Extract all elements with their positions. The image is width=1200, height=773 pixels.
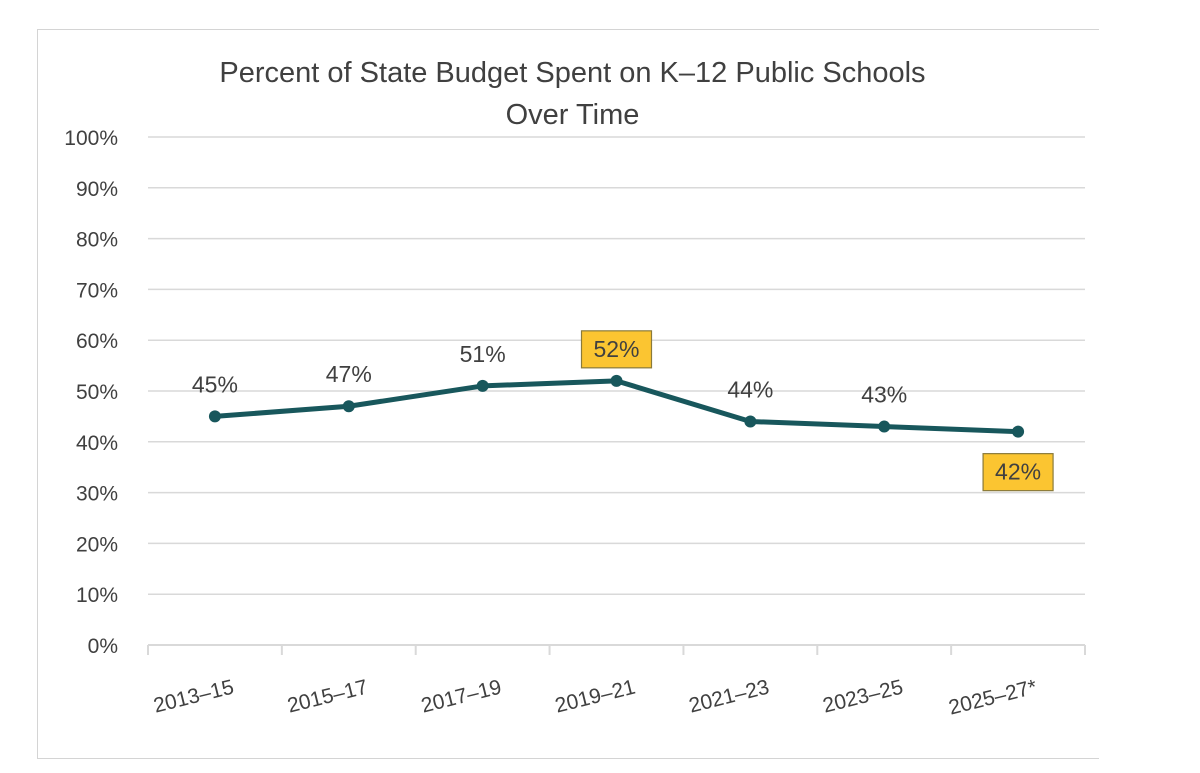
gridlines (148, 136, 1085, 595)
y-tick-label: 40% (76, 432, 118, 455)
data-points (208, 374, 1025, 438)
x-tick-label: 2023–25 (821, 676, 906, 718)
x-tick-label: 2025–27* (946, 676, 1039, 720)
highlight-box (982, 453, 1054, 492)
y-tick-label: 30% (76, 483, 118, 506)
y-tick-label: 100% (64, 127, 118, 150)
data-label: 43% (861, 382, 907, 408)
data-label: 44% (727, 376, 773, 402)
x-tick-label: 2015–17 (285, 676, 370, 718)
x-tick-label: 2019–21 (553, 676, 638, 718)
data-point (476, 379, 489, 392)
x-axis-tick-labels: 2013–15 2015–17 2017–19 2019–21 2021–23 2023–… (151, 676, 1039, 720)
y-tick-label: 50% (76, 381, 118, 404)
data-label: 42% (995, 459, 1041, 485)
y-tick-label: 10% (76, 584, 118, 607)
data-point (208, 410, 221, 423)
data-point (1012, 425, 1025, 438)
data-label: 45% (192, 371, 238, 397)
data-labels: 45% 47% 51% 52% 44% 43% 42% (192, 330, 1054, 492)
y-tick-label: 20% (76, 533, 118, 556)
chart-title: Percent of State Budget Spent on K–12 Pu… (219, 57, 926, 131)
highlight-box (580, 330, 653, 369)
data-point (744, 415, 757, 428)
y-tick-label: 70% (76, 279, 118, 302)
y-tick-label: 80% (76, 229, 118, 252)
x-axis (147, 644, 1086, 655)
data-point (342, 400, 355, 413)
x-tick-label: 2013–15 (151, 676, 236, 718)
chart-frame (37, 29, 1099, 759)
y-axis-tick-labels: 0% 10% 20% 30% 40% 50% 60% 70% 80% 90% 100% (64, 127, 118, 658)
x-tick-label: 2021–23 (687, 676, 772, 718)
data-label: 47% (326, 361, 372, 387)
x-tick-label: 2017–19 (419, 676, 504, 718)
data-label: 51% (460, 341, 506, 367)
data-point (878, 420, 891, 433)
y-tick-label: 0% (88, 635, 118, 658)
data-point (610, 374, 623, 387)
data-label: 52% (593, 336, 639, 362)
y-tick-label: 90% (76, 178, 118, 201)
y-tick-label: 60% (76, 330, 118, 353)
